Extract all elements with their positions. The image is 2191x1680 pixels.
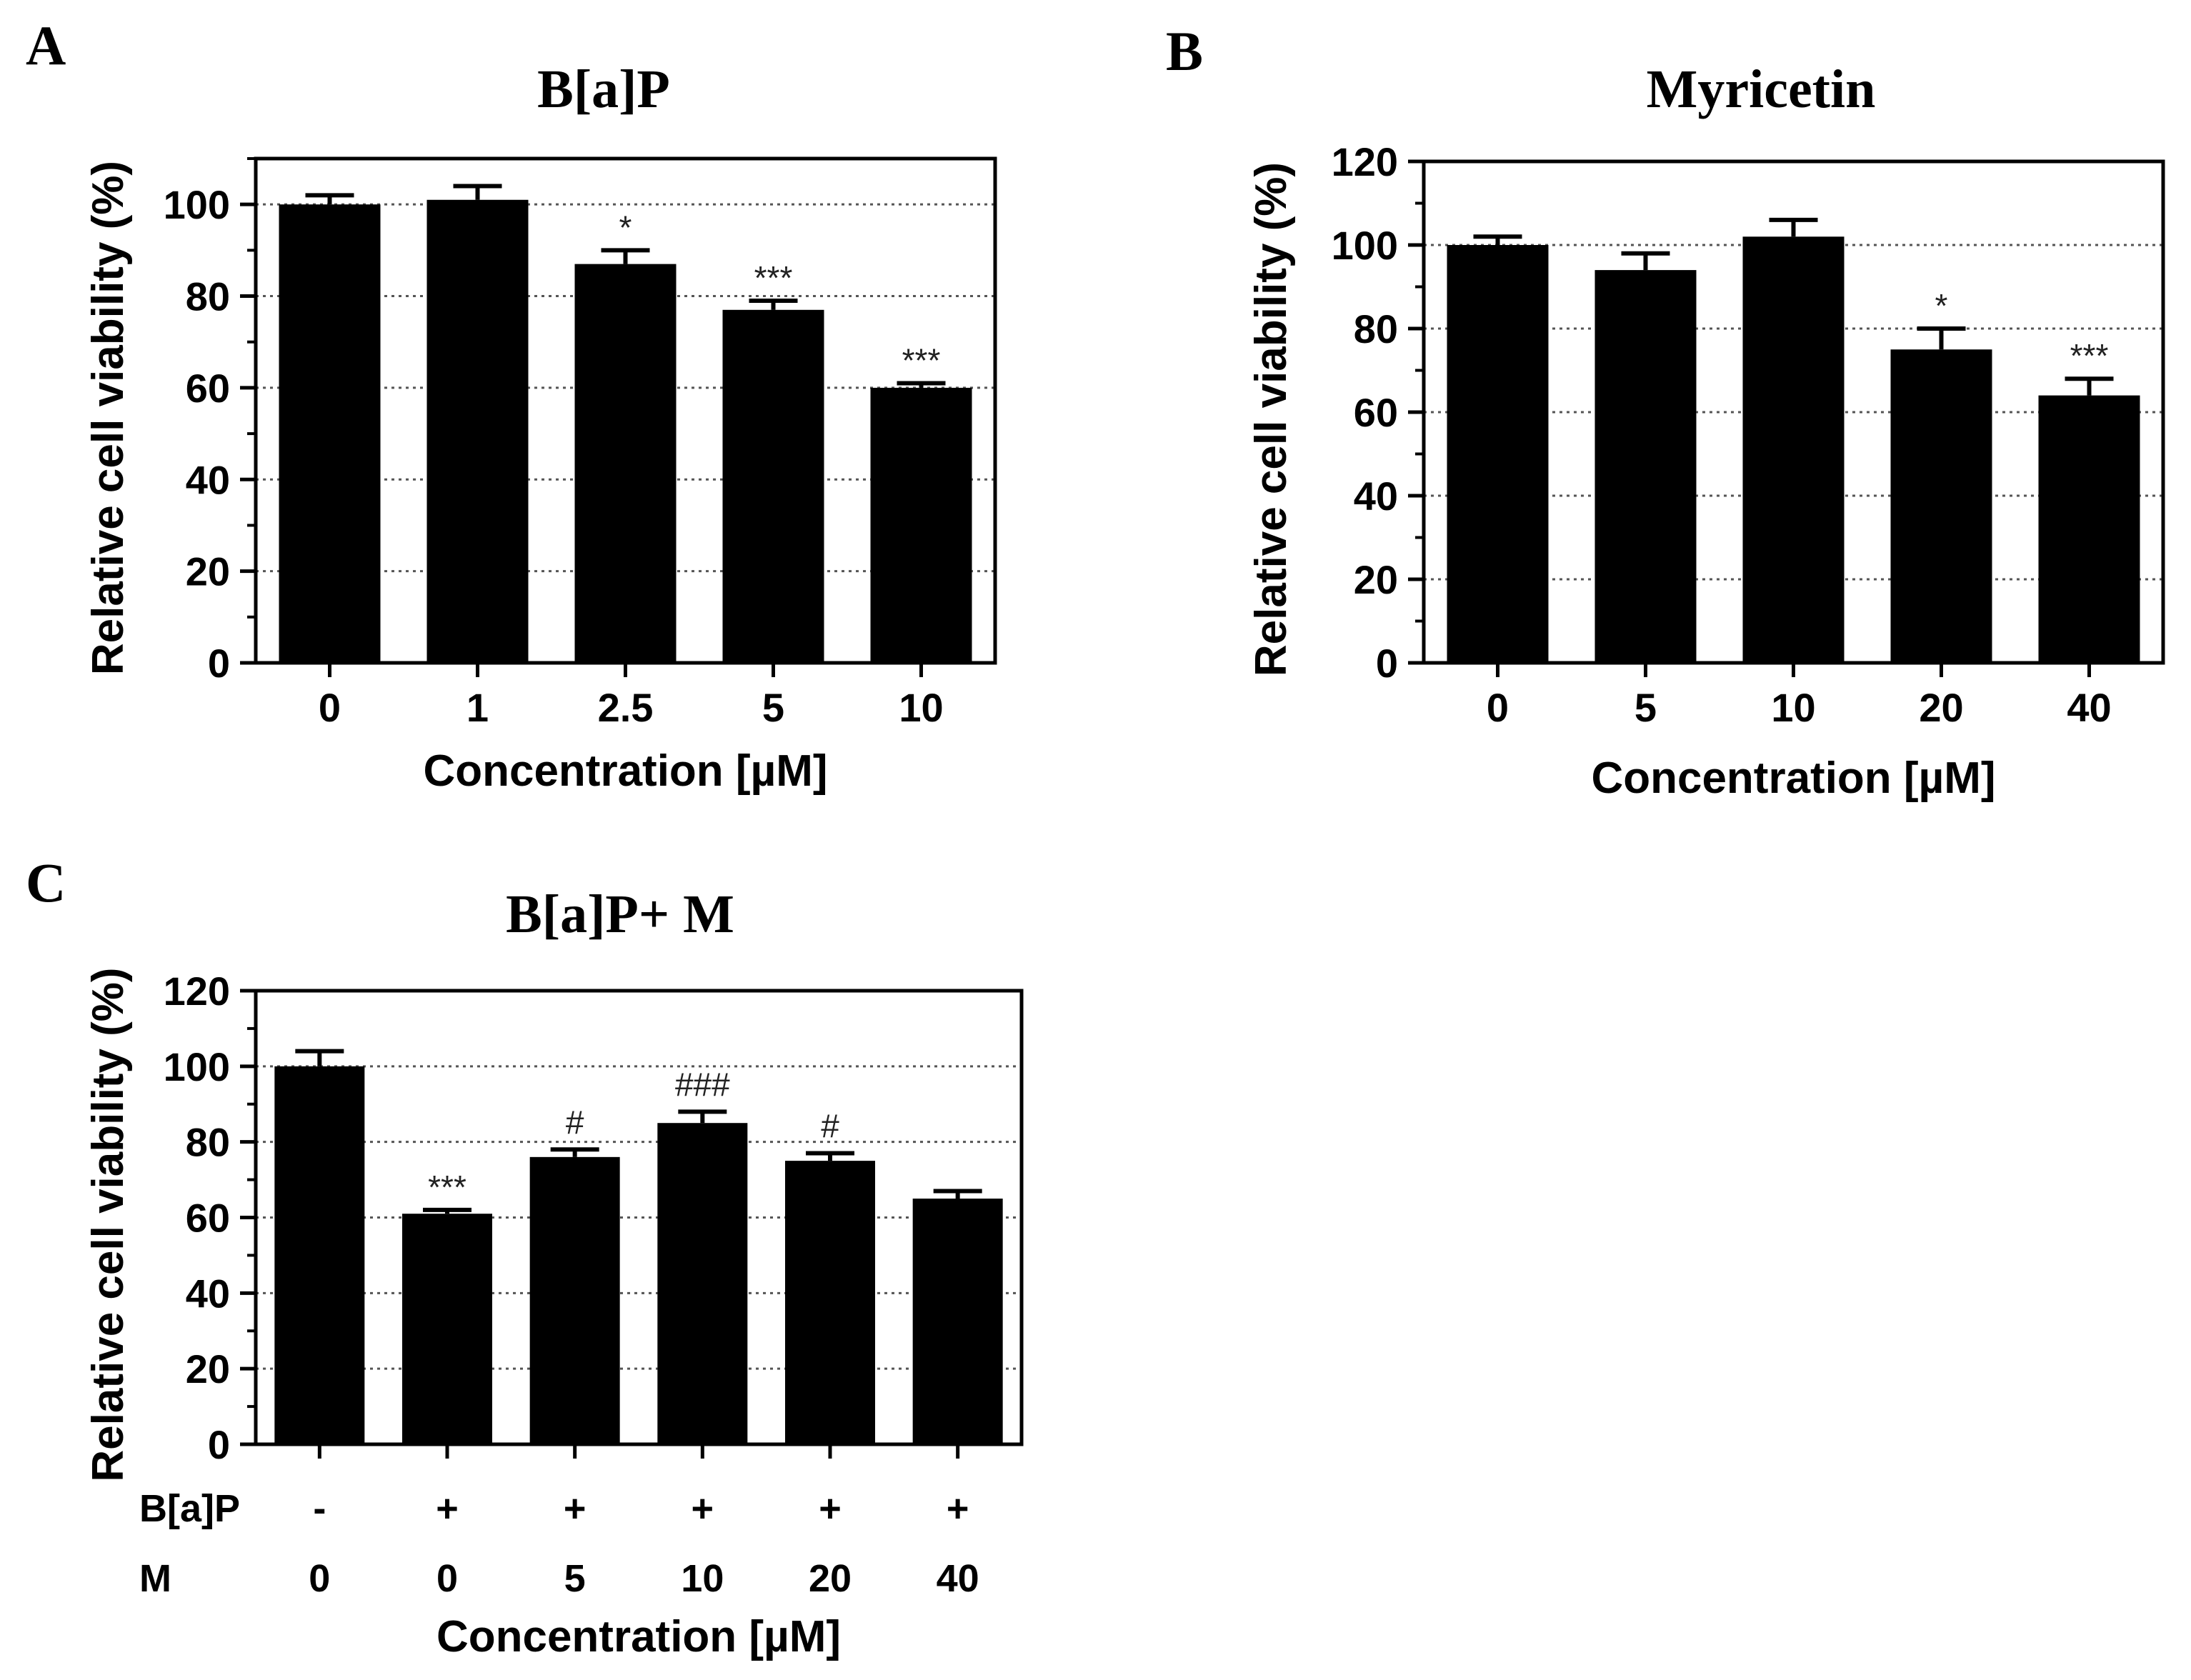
panel-letter-b: B: [1166, 20, 1203, 82]
chart-b-bar: [2038, 395, 2140, 663]
chart-b-x-axis-label: Concentration [µM]: [1591, 754, 1995, 803]
chart-c-y-tick-label: 100: [164, 1044, 230, 1089]
chart-b-y-tick-label: 20: [1354, 557, 1398, 602]
chart-a-significance-label: ***: [902, 341, 941, 379]
chart-b-bar: [1890, 349, 1992, 663]
chart-a-y-tick-label: 40: [186, 457, 230, 502]
chart-b-x-tick-label: 0: [1487, 685, 1509, 730]
chart-c-m-value: 5: [564, 1557, 586, 1600]
chart-b-y-tick-label: 100: [1332, 223, 1398, 268]
chart-a-bar: [870, 387, 972, 663]
chart-a-x-tick-label: 10: [899, 685, 943, 730]
chart-c-y-tick-label: 120: [164, 969, 230, 1014]
chart-b-y-tick-label: 40: [1354, 474, 1398, 519]
chart-b-y-tick-label: 80: [1354, 306, 1398, 351]
chart-c-title: B[a]P+ M: [506, 884, 734, 944]
chart-c-x-axis-label: Concentration [µM]: [436, 1612, 841, 1661]
chart-a-y-axis-label: Relative cell viability (%): [84, 161, 133, 675]
chart-b-significance-label: *: [1935, 287, 1948, 324]
chart-c-significance-label: #: [821, 1108, 839, 1145]
chart-c-y-tick-label: 0: [208, 1422, 230, 1467]
chart-a-bar: [279, 204, 381, 663]
chart-a-y-tick-label: 80: [186, 274, 230, 319]
chart-c-bap-sign: +: [564, 1487, 587, 1530]
chart-c-bar: [785, 1161, 875, 1444]
chart-b-title: Myricetin: [1647, 59, 1876, 119]
chart-b-x-tick-label: 40: [2067, 685, 2111, 730]
chart-b-y-axis-label: Relative cell viability (%): [1247, 162, 1296, 676]
chart-a-x-tick-label: 0: [319, 685, 341, 730]
chart-c-m-value: 10: [681, 1557, 724, 1600]
chart-b-y-tick-label: 0: [1376, 641, 1398, 686]
chart-c-bap-sign: +: [436, 1487, 459, 1530]
chart-b-y-tick-label: 120: [1332, 139, 1398, 184]
chart-a-significance-label: ***: [754, 259, 793, 296]
chart-a-x-tick-label: 5: [762, 685, 784, 730]
chart-c-bar: [529, 1156, 620, 1444]
chart-c-y-tick-label: 20: [186, 1346, 230, 1391]
chart-a-significance-label: *: [619, 209, 632, 246]
chart-a-title: B[a]P: [537, 59, 670, 119]
chart-b-x-tick-label: 20: [1919, 685, 1963, 730]
chart-c-m-value: 40: [937, 1557, 979, 1600]
chart-c-y-axis-label: Relative cell viability (%): [84, 967, 133, 1481]
chart-c-y-tick-label: 40: [186, 1271, 230, 1316]
chart-b-y-tick-label: 60: [1354, 390, 1398, 435]
chart-a-y-tick-label: 60: [186, 366, 230, 411]
chart-b-x-tick-label: 5: [1634, 685, 1657, 730]
chart-c-bap-sign: -: [313, 1487, 326, 1530]
chart-b-significance-label: ***: [2070, 337, 2109, 374]
chart-a-x-axis-label: Concentration [µM]: [423, 746, 827, 796]
chart-c-y-tick-label: 80: [186, 1120, 230, 1165]
chart-a-bar: [722, 309, 824, 663]
chart-b-bar: [1594, 270, 1697, 664]
chart-a-bar: [574, 264, 677, 664]
chart-a-x-tick-label: 2.5: [598, 685, 654, 730]
chart-c-row-label: M: [139, 1557, 171, 1600]
chart-c-row-label: B[a]P: [139, 1487, 240, 1530]
chart-a-y-tick-label: 0: [208, 641, 230, 686]
chart-c-significance-label: ***: [428, 1169, 466, 1206]
chart-c-bar: [657, 1123, 748, 1444]
chart-b-bar: [1742, 236, 1845, 663]
chart-c-bap-sign: +: [947, 1487, 969, 1530]
chart-c-significance-label: #: [566, 1104, 584, 1141]
chart-c-bap-sign: +: [692, 1487, 714, 1530]
chart-c-m-value: 20: [809, 1557, 852, 1600]
panel-letter-a: A: [26, 14, 66, 76]
chart-c-significance-label: ###: [675, 1066, 730, 1103]
chart-c-m-value: 0: [309, 1557, 330, 1600]
chart-a-y-tick-label: 100: [164, 182, 230, 227]
panel-letter-c: C: [26, 851, 66, 914]
chart-c-m-value: 0: [436, 1557, 458, 1600]
chart-b-x-tick-label: 10: [1771, 685, 1815, 730]
chart-c-bar: [912, 1199, 1003, 1444]
chart-c-bar: [274, 1066, 365, 1444]
chart-c-bar: [402, 1214, 492, 1444]
chart-c-y-tick-label: 60: [186, 1196, 230, 1241]
chart-c-bap-sign: +: [819, 1487, 842, 1530]
chart-a-x-tick-label: 1: [466, 685, 489, 730]
chart-b-bar: [1447, 245, 1549, 663]
chart-a-bar: [426, 199, 529, 663]
chart-a-y-tick-label: 20: [186, 549, 230, 594]
